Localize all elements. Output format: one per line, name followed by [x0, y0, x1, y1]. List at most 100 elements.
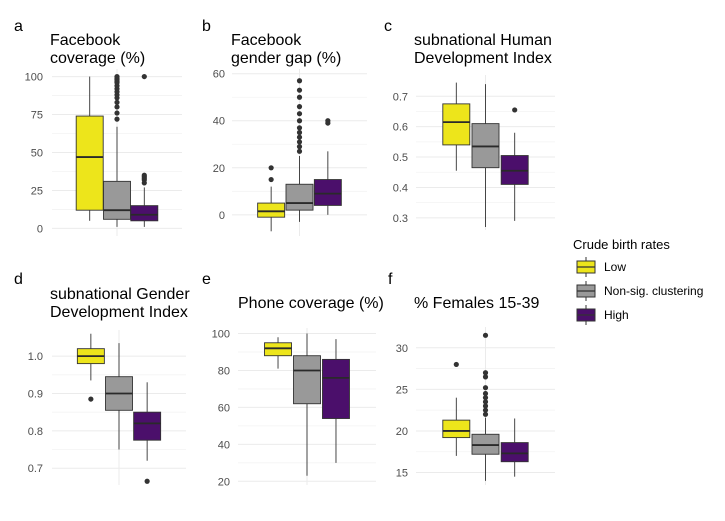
panel-f: f % Females 15-39 15 20 25 30 — [388, 271, 555, 485]
box — [293, 355, 321, 405]
outlier-point — [114, 73, 120, 80]
boxplot-d-2 — [133, 382, 162, 484]
outlier-point — [88, 396, 94, 402]
legend-item-non-sig: Non-sig. clustering — [576, 281, 703, 301]
outlier-point — [296, 118, 303, 124]
boxplot-c-2 — [500, 107, 529, 221]
panel-letter-e: e — [202, 271, 211, 288]
outlier-point — [268, 165, 274, 171]
y-tick-label: 15 — [396, 468, 408, 480]
outlier-point — [482, 370, 489, 376]
panel-title-line: gender gap (%) — [231, 50, 341, 67]
panel-b: b Facebook gender gap (%) 0 20 40 60 — [202, 18, 367, 236]
panel-title-line: Development Index — [414, 50, 552, 67]
panel-title-a: Facebook coverage (%) — [50, 32, 145, 67]
legend-label-low: Low — [604, 260, 626, 274]
y-tick-label: 80 — [218, 365, 230, 377]
y-tick-label: 0.8 — [28, 426, 43, 438]
panel-letter-a: a — [14, 18, 23, 35]
panel-letter-c: c — [384, 18, 392, 35]
panel-title-line: coverage (%) — [50, 50, 145, 67]
y-tick-label: 60 — [213, 69, 225, 81]
box — [264, 342, 292, 357]
panel-letter-b: b — [202, 18, 211, 35]
y-tick-label: 0.5 — [393, 152, 408, 164]
boxplot-c-0 — [442, 82, 471, 171]
y-tick-label: 100 — [25, 72, 43, 84]
boxplot-d-0 — [76, 333, 105, 402]
y-tick-label: 40 — [213, 116, 225, 128]
boxplot-a-0 — [75, 76, 104, 221]
outlier-point — [296, 139, 303, 145]
outlier-point — [482, 411, 489, 417]
boxplot-e-1 — [293, 333, 321, 476]
outlier-point — [453, 361, 459, 368]
panel-title-line: Facebook — [50, 32, 121, 49]
panel-title-b: Facebook gender gap (%) — [231, 32, 341, 67]
legend: Crude birth rates Low Non-sig. clusterin… — [573, 237, 703, 325]
boxplot-a-2 — [130, 73, 159, 227]
boxplot-e-2 — [322, 339, 350, 463]
legend-item-high: High — [576, 305, 629, 325]
outlier-point — [296, 148, 303, 154]
outlier-point — [114, 104, 120, 110]
boxplot-e-0 — [264, 337, 292, 369]
y-tick-label: 1.0 — [28, 351, 43, 363]
y-tick-label: 0 — [219, 210, 225, 222]
box — [133, 411, 162, 441]
panel-d: d subnational Gender Development Index 0.7 0… — [14, 271, 190, 485]
box — [322, 358, 350, 419]
y-tick-label: 40 — [218, 439, 230, 451]
boxplot-a-1 — [103, 73, 131, 227]
outlier-point — [482, 385, 489, 391]
outlier-point — [512, 107, 518, 113]
boxplot-d-1 — [105, 343, 133, 450]
panel-title-c: subnational Human Development Index — [414, 32, 552, 67]
panel-letter-d: d — [14, 271, 23, 288]
outlier-point — [482, 399, 489, 405]
outlier-point — [296, 111, 303, 117]
y-tick-label: 0.3 — [393, 213, 408, 225]
legend-item-low: Low — [576, 257, 626, 277]
panel-title-line: subnational Human — [414, 32, 552, 49]
y-tick-label: 0 — [37, 223, 43, 235]
y-tick-label: 0.7 — [393, 91, 408, 103]
outlier-point — [144, 478, 150, 484]
outlier-point — [114, 99, 120, 105]
outlier-point — [482, 407, 489, 413]
legend-title: Crude birth rates — [573, 237, 670, 252]
panel-a: a Facebook coverage (%) 0 25 50 75 100 — [14, 18, 182, 236]
y-tick-label: 0.4 — [393, 182, 408, 194]
outlier-point — [141, 73, 147, 80]
outlier-point — [482, 390, 489, 397]
boxplot-b-0 — [257, 165, 286, 232]
outlier-point — [482, 395, 489, 401]
outlier-point — [296, 104, 303, 110]
box — [285, 183, 314, 211]
box — [442, 103, 471, 146]
outlier-point — [268, 176, 274, 183]
box — [130, 205, 159, 222]
y-tick-label: 20 — [218, 476, 230, 488]
panel-title-line: Phone coverage (%) — [238, 295, 384, 312]
outlier-point — [296, 125, 303, 131]
panel-e: e Phone coverage (%) 20 40 60 80 100 — [202, 271, 384, 488]
outlier-point — [141, 172, 147, 178]
box — [313, 179, 342, 206]
outlier-point — [296, 134, 303, 140]
outlier-point — [296, 87, 303, 93]
outlier-point — [114, 116, 120, 122]
box — [103, 180, 131, 220]
panel-title-line: subnational Gender — [50, 286, 190, 303]
panel-c: c subnational Human Development Index 0.3 0.… — [384, 18, 555, 230]
legend-label-high: High — [604, 308, 629, 322]
panel-title-line: Development Index — [50, 304, 188, 321]
outlier-point — [114, 110, 120, 116]
boxplot-f-0 — [442, 361, 471, 456]
box — [75, 115, 104, 211]
box — [442, 419, 471, 439]
panel-letter-f: f — [388, 271, 393, 288]
boxplot-b-1 — [285, 78, 314, 222]
outlier-point — [482, 403, 489, 409]
